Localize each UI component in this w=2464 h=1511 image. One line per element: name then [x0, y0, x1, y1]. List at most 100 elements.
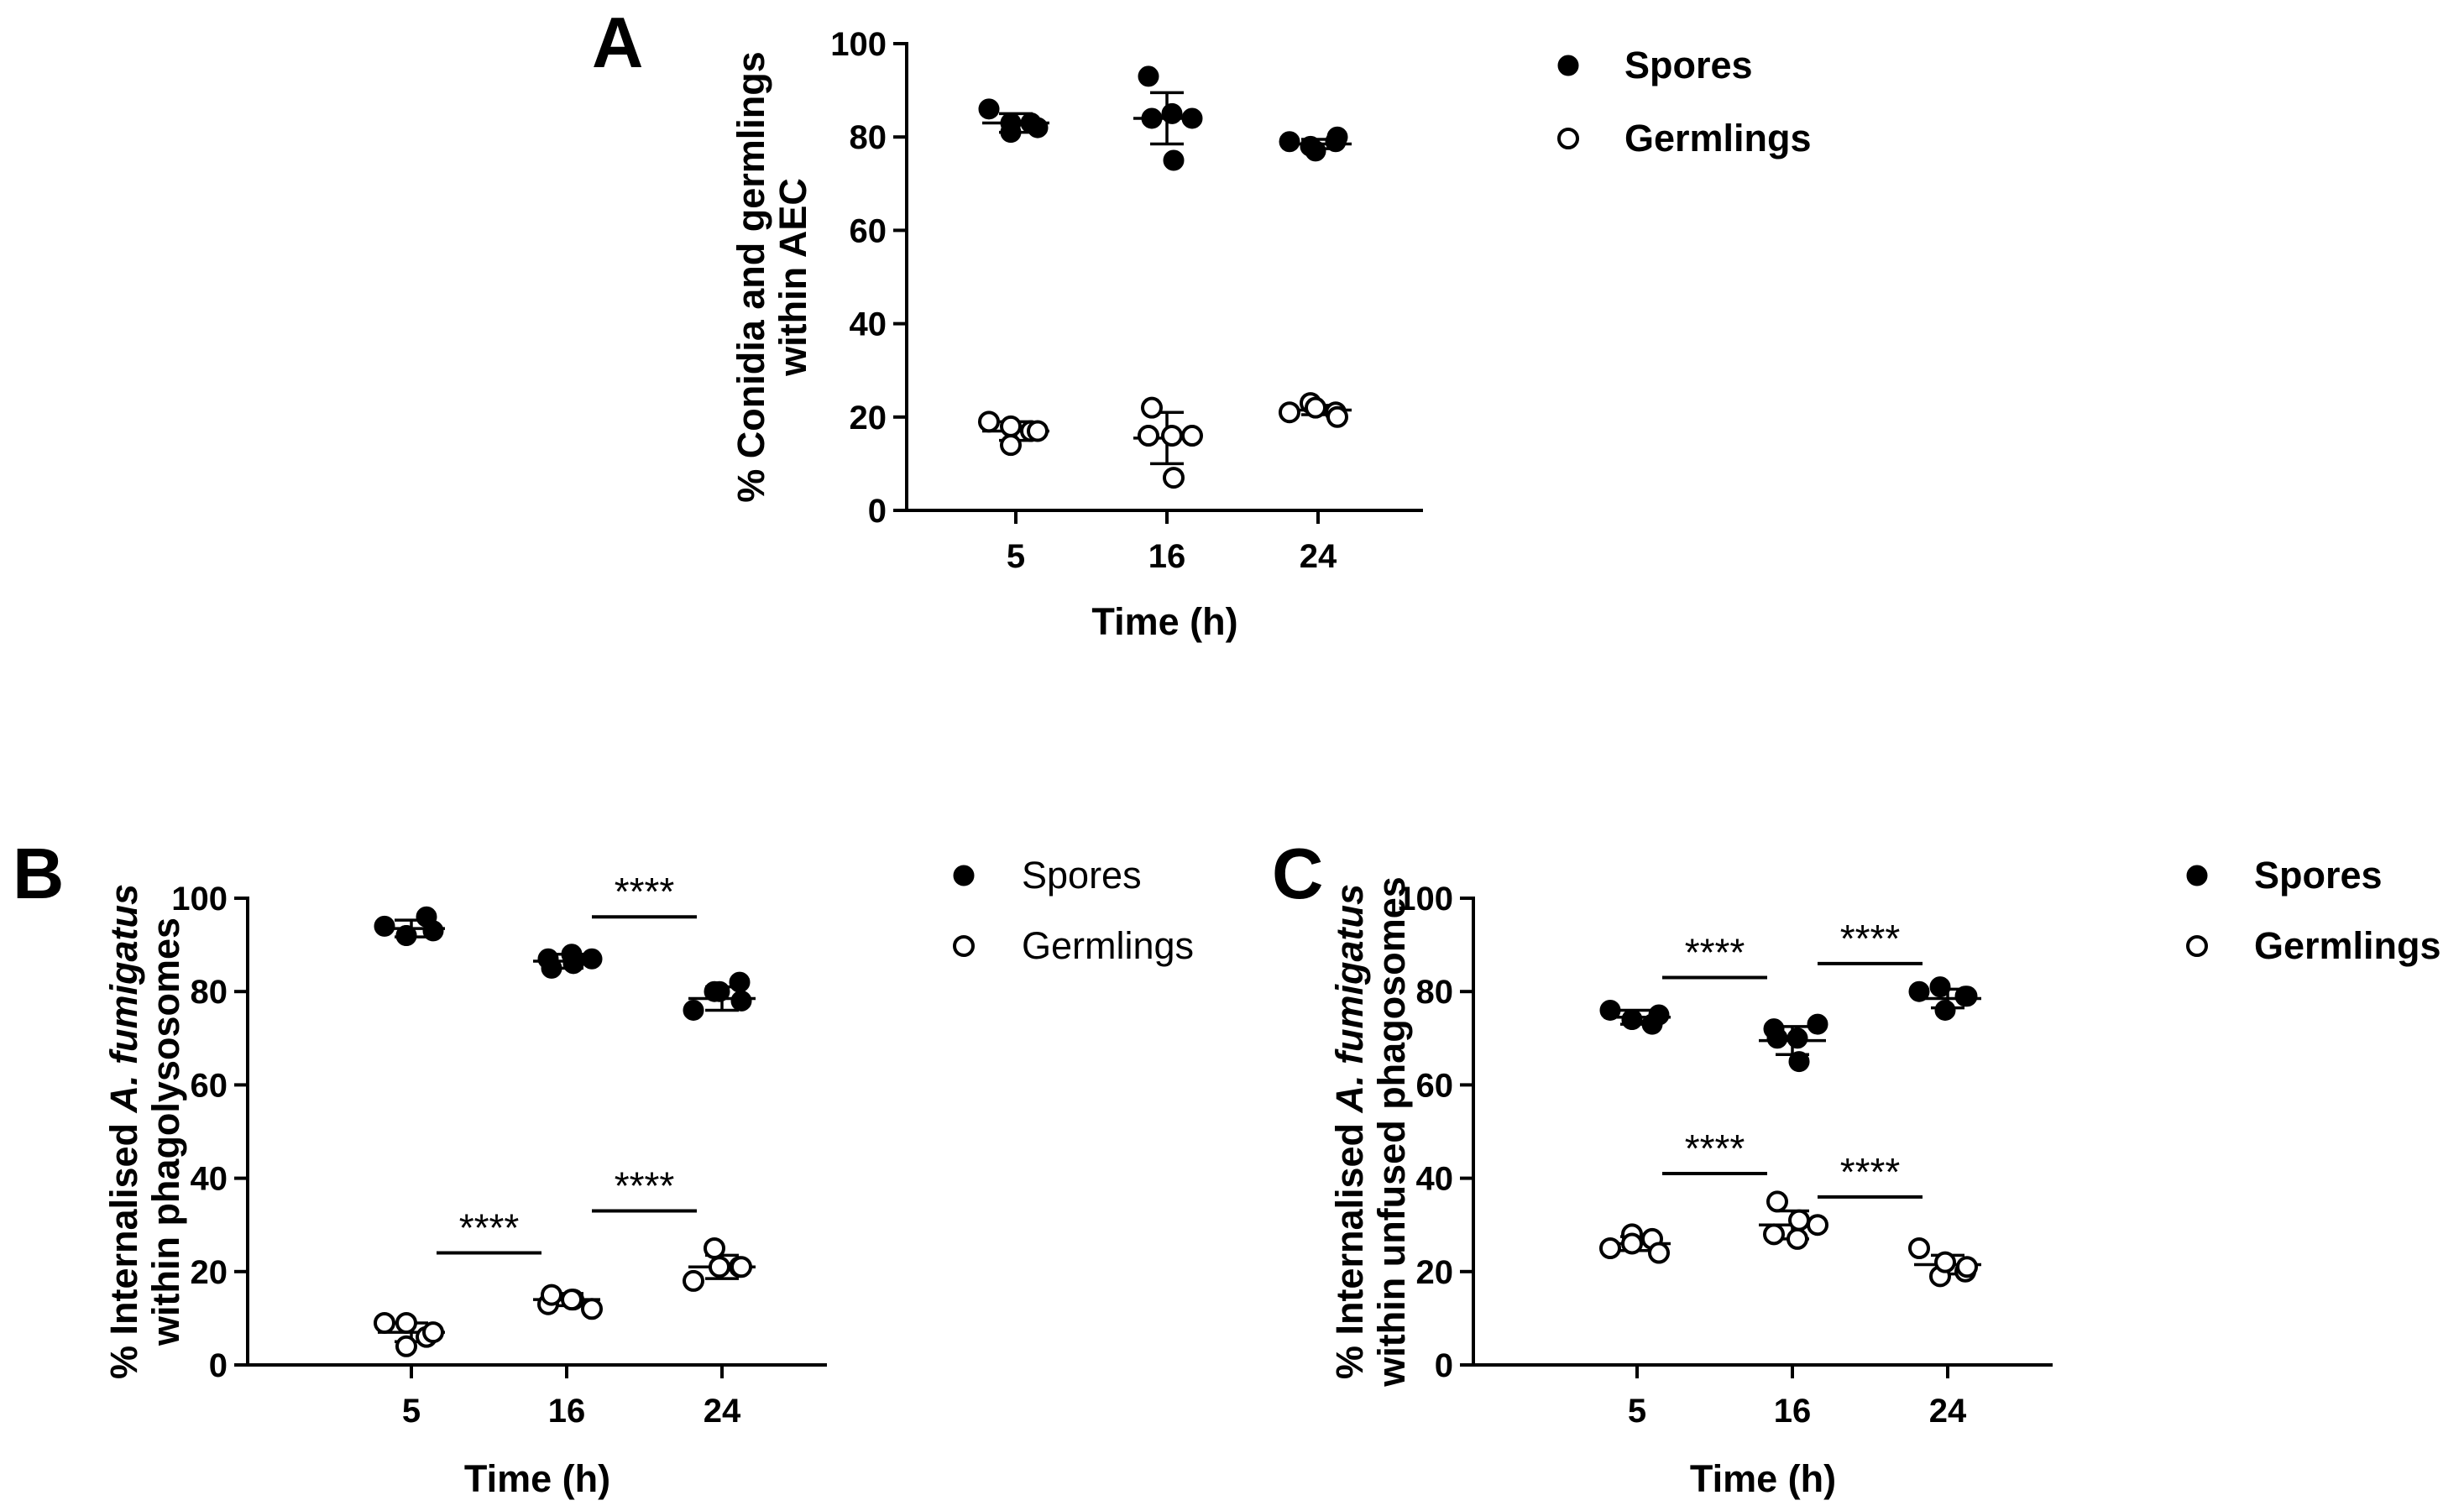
spores-point — [1929, 976, 1951, 998]
germlings-point — [1161, 425, 1183, 447]
legend-label: Germlings — [1624, 117, 1812, 159]
y-tick-label: 80 — [850, 119, 887, 156]
x-tick-label: 24 — [704, 1393, 741, 1430]
germlings-point — [1305, 396, 1326, 419]
y-axis-title-italic-part: A. fumigatus — [102, 884, 145, 1114]
significance-stars: **** — [1840, 1150, 1901, 1194]
spores-point — [978, 98, 1000, 120]
legend-label: Germlings — [2254, 924, 2441, 967]
x-tick-label: 16 — [548, 1393, 586, 1430]
germlings-point — [1163, 467, 1185, 489]
spores-point — [581, 948, 603, 970]
y-axis-title-line: % Conidia and germlings — [730, 51, 772, 503]
x-axis-title: Time (h) — [1091, 600, 1237, 643]
spores-point — [1163, 149, 1185, 171]
panel-a: A 0 20 40 60 80 100 5 16 24 Time (h) % Conidia and … — [592, 3, 1812, 643]
x-tick-label: 5 — [1007, 538, 1025, 575]
spores-point — [1956, 986, 1978, 1007]
spores-point — [1279, 131, 1300, 153]
spores-point — [1141, 107, 1163, 129]
germlings-point — [1807, 1214, 1828, 1237]
legend-label: Spores — [1022, 854, 1142, 897]
spores-point — [709, 980, 730, 1002]
y-tick-label: 80 — [1416, 974, 1454, 1011]
spores-point — [1787, 1027, 1808, 1049]
spores-point — [1807, 1013, 1828, 1035]
panel-b: B 0 20 40 60 80 100 5 16 24 Time (h) % Internalised… — [13, 834, 1194, 1500]
spores-point — [730, 990, 752, 1012]
germlings-point — [395, 1311, 417, 1334]
spores-point — [1648, 1004, 1670, 1026]
germlings-point — [1141, 396, 1163, 419]
germlings-point — [1326, 405, 1348, 428]
germlings-point — [1621, 1232, 1643, 1255]
panel-letter: B — [13, 834, 64, 914]
germlings-point — [374, 1311, 395, 1334]
significance-stars: **** — [1840, 917, 1901, 960]
legend-marker-open — [1557, 128, 1579, 149]
germlings-point — [1599, 1237, 1621, 1259]
panel-letter: C — [1272, 834, 1323, 914]
germlings-point — [1787, 1227, 1808, 1250]
spores-point — [729, 971, 751, 993]
y-tick-label: 100 — [830, 26, 887, 63]
germlings-point — [541, 1284, 562, 1306]
y-tick-label: 60 — [850, 212, 887, 249]
significance-stars: **** — [615, 870, 675, 913]
y-tick-label: 0 — [209, 1347, 228, 1384]
spores-point — [1305, 140, 1326, 162]
spores-point — [1788, 1051, 1810, 1073]
germlings-point — [730, 1256, 752, 1278]
germlings-point — [704, 1237, 725, 1259]
y-axis-title-part: % Internalised — [102, 1112, 145, 1379]
spores-point — [1599, 999, 1621, 1021]
significance-stars: **** — [459, 1206, 520, 1250]
y-tick-label: 100 — [1397, 881, 1453, 918]
y-tick-label: 100 — [171, 881, 228, 918]
spores-point — [422, 920, 444, 942]
panel-letter: A — [592, 3, 643, 83]
y-tick-label: 40 — [191, 1161, 228, 1198]
germlings-point — [978, 410, 1000, 433]
spores-point — [1181, 107, 1203, 129]
x-axis-title: Time (h) — [1690, 1457, 1836, 1500]
spores-point — [1934, 999, 1956, 1021]
spores-point — [1766, 1027, 1788, 1049]
y-tick-label: 20 — [850, 400, 887, 437]
x-tick-label: 24 — [1929, 1393, 1967, 1430]
x-tick-label: 5 — [402, 1393, 421, 1430]
spores-point — [683, 999, 704, 1021]
legend: Spores Germlings — [953, 854, 1194, 967]
legend-marker-open — [2186, 935, 2208, 957]
spores-point — [561, 944, 583, 965]
y-tick-label: 80 — [191, 974, 228, 1011]
spores-point — [1138, 65, 1159, 87]
germlings-point — [1279, 401, 1300, 424]
y-tick-label: 0 — [1435, 1347, 1453, 1384]
germlings-point — [1908, 1237, 1930, 1259]
y-tick-label: 60 — [1416, 1067, 1454, 1104]
germlings-point — [1648, 1242, 1670, 1264]
germlings-point — [709, 1256, 730, 1278]
legend-marker-filled — [953, 865, 975, 886]
spores-point — [374, 915, 395, 937]
significance-stars: **** — [1685, 1127, 1745, 1170]
y-tick-label: 0 — [868, 493, 887, 530]
y-tick-label: 60 — [191, 1067, 228, 1104]
x-tick-label: 24 — [1300, 538, 1337, 575]
germlings-point — [1763, 1223, 1785, 1246]
x-tick-label: 5 — [1628, 1393, 1646, 1430]
x-axis-title: Time (h) — [464, 1457, 610, 1500]
x-tick-label: 16 — [1148, 538, 1186, 575]
legend: Spores Germlings — [2186, 854, 2441, 967]
legend-marker-filled — [2186, 865, 2208, 886]
germlings-point — [1956, 1256, 1978, 1278]
legend-label: Germlings — [1022, 924, 1194, 967]
spores-point — [395, 924, 417, 946]
panel-c: C 0 20 40 60 80 100 5 16 24 Time (h) % Internalised… — [1272, 834, 2441, 1500]
spores-point — [1621, 1009, 1643, 1031]
legend: Spores Germlings — [1557, 44, 1812, 159]
y-axis-title-part: % Internalised — [1328, 1112, 1371, 1379]
germlings-point — [1000, 415, 1022, 437]
